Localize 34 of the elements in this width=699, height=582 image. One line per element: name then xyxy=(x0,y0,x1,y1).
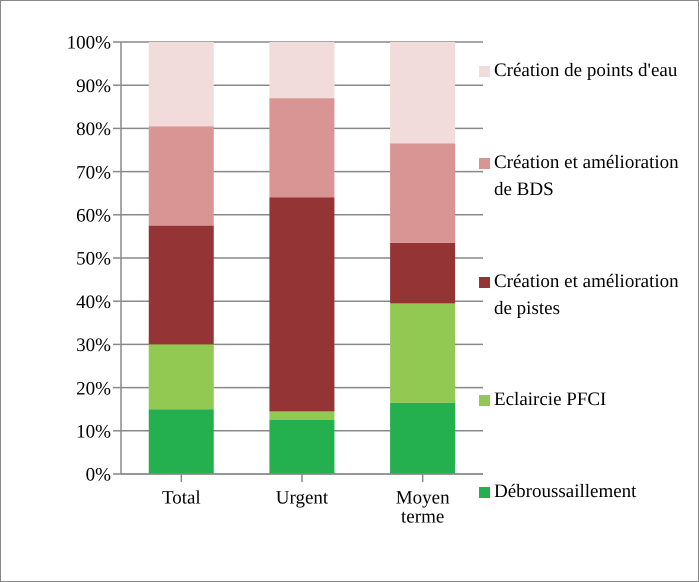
bar xyxy=(148,42,214,126)
legend-label: Eclaircie PFCI xyxy=(494,388,606,412)
y-tick-label: 60% xyxy=(76,206,112,227)
bar xyxy=(148,226,214,344)
bar xyxy=(269,98,334,198)
y-tick-label: 50% xyxy=(76,248,112,270)
y-tick-label: 70% xyxy=(76,162,112,184)
bar xyxy=(148,409,214,474)
bar xyxy=(390,242,456,304)
legend-label: Création de points d'eau xyxy=(494,59,678,83)
bar xyxy=(269,42,334,98)
bar xyxy=(269,420,334,474)
bar xyxy=(390,42,456,144)
y-tick-label: 90% xyxy=(76,76,112,97)
bar xyxy=(390,402,456,474)
y-tick-label: 0% xyxy=(86,464,112,486)
bar xyxy=(148,344,214,410)
y-tick-label: 100% xyxy=(66,32,112,54)
legend-label: Création et amélioration de BDS xyxy=(494,150,680,202)
bar xyxy=(269,198,334,412)
x-tick-label: Total xyxy=(162,487,201,508)
bar xyxy=(390,303,456,403)
y-tick-label: 20% xyxy=(76,378,112,400)
legend-label: Création et amélioration de pistes xyxy=(494,270,680,320)
x-tick-label: Urgent xyxy=(276,487,329,508)
bar xyxy=(269,411,334,420)
bar xyxy=(148,126,214,226)
y-tick-label: 10% xyxy=(76,422,112,443)
y-tick-label: 30% xyxy=(76,335,112,356)
y-tick-label: 40% xyxy=(76,292,112,313)
y-tick-label: 80% xyxy=(76,119,112,140)
bar xyxy=(390,144,456,243)
legend-label: Débroussaillement xyxy=(494,480,636,504)
x-tick-label: Moyen terme xyxy=(396,487,450,528)
